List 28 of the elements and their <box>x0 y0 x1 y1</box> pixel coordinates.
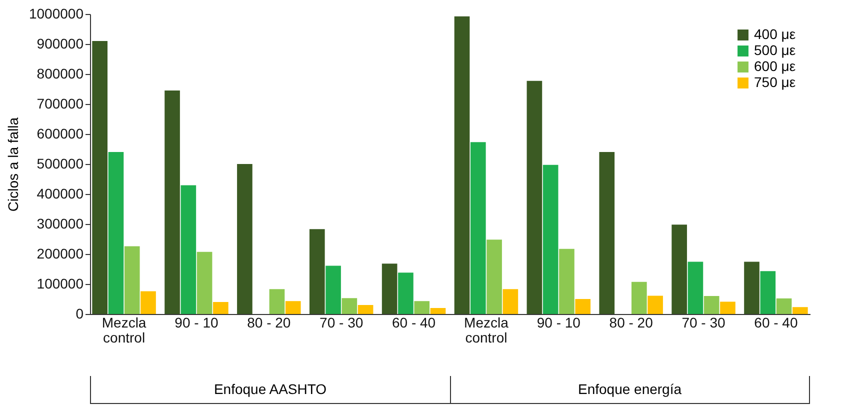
x-tick-label: 70 - 30 <box>682 314 726 330</box>
x-tick-label: 90 - 10 <box>174 314 218 330</box>
legend-label: 750 με <box>754 74 796 90</box>
x-tick-label: 70 - 30 <box>320 314 364 330</box>
legend-label: 600 με <box>754 58 796 74</box>
legend-label: 400 με <box>754 26 796 42</box>
y-tick-label: 0 <box>76 306 84 322</box>
x-tick-label: Mezcla control <box>464 314 509 346</box>
y-tick-label: 700000 <box>36 96 84 112</box>
legend-label: 500 με <box>754 42 796 58</box>
y-tick-label: 800000 <box>36 66 84 82</box>
y-tick-label: 500000 <box>36 156 84 172</box>
y-tick-label: 100000 <box>36 276 84 292</box>
text: Enfoque AASHTO <box>90 376 450 404</box>
y-axis-title: Ciclos a la falla <box>4 117 21 212</box>
x-tick-label: 90 - 10 <box>536 314 581 330</box>
x-tick-label: 60 - 40 <box>754 314 798 330</box>
y-tick-label: 600000 <box>36 126 84 142</box>
y-tick-label: 900000 <box>36 36 84 52</box>
y-tick-label: 200000 <box>36 246 84 262</box>
x-tick-label: 80 - 20 <box>247 314 291 330</box>
x-tick-label: 80 - 20 <box>609 314 654 330</box>
x-tick-label: Mezcla control <box>102 314 146 346</box>
x-tick-label: 60 - 40 <box>392 314 436 330</box>
y-tick-label: 1000000 <box>28 6 84 22</box>
y-tick-label: 400000 <box>36 186 84 202</box>
text: Enfoque energía <box>450 376 810 404</box>
y-tick-label: 300000 <box>36 216 84 232</box>
